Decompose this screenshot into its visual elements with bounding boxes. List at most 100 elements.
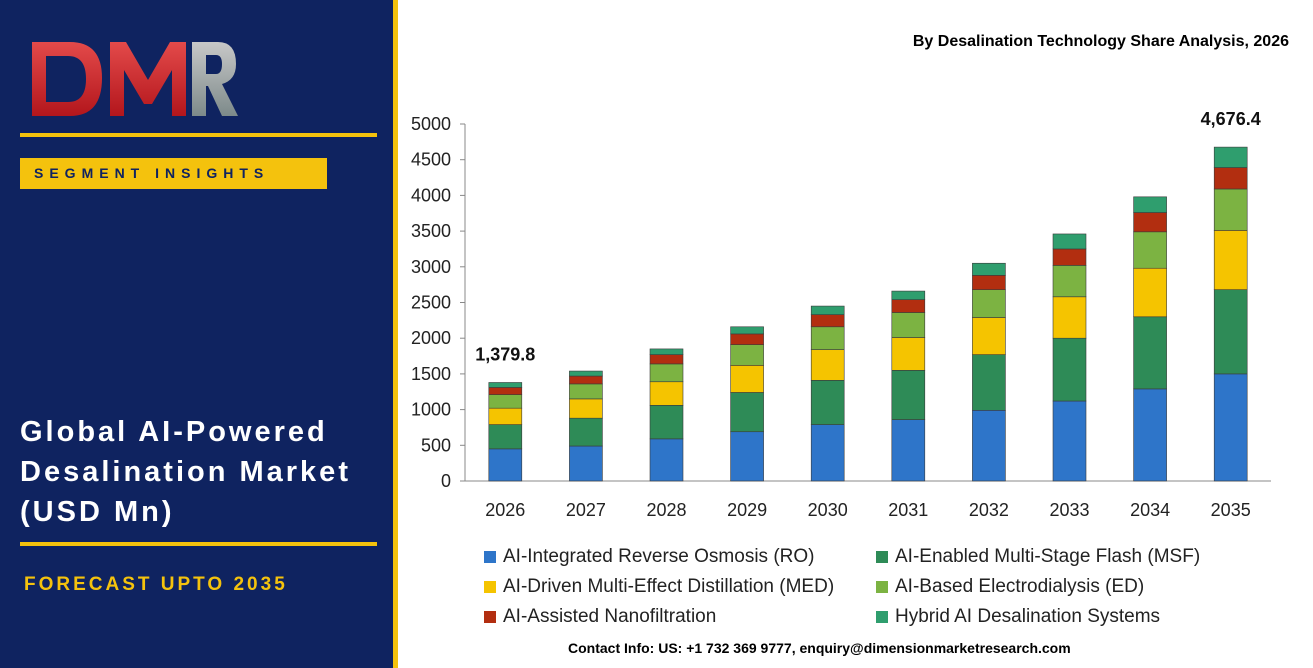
- bar-segment: [810, 326, 845, 350]
- data-label: 4,676.4: [1201, 109, 1261, 129]
- x-tick-label: 2029: [727, 500, 767, 520]
- bar-segment: [569, 445, 603, 482]
- x-tick-label: 2033: [1049, 500, 1089, 520]
- bar-segment: [810, 314, 845, 328]
- forecast-label: FORECAST UPTO 2035: [24, 574, 288, 595]
- bar-segment: [1052, 233, 1087, 250]
- bar-segment: [891, 337, 926, 371]
- x-tick-label: 2034: [1130, 500, 1170, 520]
- bar-segment: [1133, 388, 1167, 482]
- bar-segment: [891, 290, 926, 300]
- bar-segment: [649, 363, 684, 383]
- bar-segment: [1052, 248, 1087, 266]
- legend-swatch: [876, 551, 888, 563]
- bar-segment: [488, 407, 523, 425]
- y-tick-label: 4000: [411, 185, 451, 205]
- bar-segment: [488, 394, 523, 409]
- bar-segment: [569, 398, 603, 419]
- bar-segment: [972, 262, 1006, 276]
- bar-segment: [810, 305, 845, 315]
- top-accent-line: [20, 133, 377, 137]
- y-tick-label: 0: [441, 471, 451, 491]
- legend-item: AI-Integrated Reverse Osmosis (RO): [484, 546, 814, 568]
- x-tick-label: 2035: [1211, 500, 1251, 520]
- bar-segment: [810, 349, 845, 381]
- bar-segment: [649, 354, 684, 365]
- legend-swatch: [484, 611, 496, 623]
- legend-item: AI-Based Electrodialysis (ED): [876, 576, 1144, 598]
- bar-segment: [1133, 212, 1167, 233]
- market-title-line-1: Global AI-Powered: [20, 416, 328, 448]
- bar-segment: [569, 383, 603, 400]
- market-title: Global AI-Powered Desalination Market (U…: [20, 412, 390, 532]
- bar-segment: [569, 375, 603, 385]
- contact-info: Contact Info: US: +1 732 369 9777, enqui…: [568, 640, 1071, 656]
- dmr-logo: [32, 42, 238, 116]
- bar-segment: [730, 365, 764, 393]
- x-tick-label: 2027: [566, 500, 606, 520]
- bar-segment: [810, 380, 845, 425]
- bar-segment: [1133, 267, 1167, 318]
- bar-segment: [649, 405, 684, 440]
- bar-segment: [730, 326, 764, 335]
- market-title-line-3: (USD Mn): [20, 496, 175, 528]
- legend-swatch: [484, 581, 496, 593]
- legend-label: AI-Driven Multi-Effect Distillation (MED…: [503, 576, 835, 597]
- y-axis: 0 500 1000 1500 2000 2500 3000 3500 4000 4500 5000: [411, 114, 466, 491]
- y-tick-label: 5000: [411, 114, 451, 134]
- legend-label: AI-Enabled Multi-Stage Flash (MSF): [895, 546, 1201, 567]
- bar-segment: [972, 289, 1006, 318]
- bar-segment: [1133, 196, 1167, 213]
- y-tick-label: 4500: [411, 150, 451, 170]
- bar-segment: [1052, 337, 1087, 402]
- bar-segment: [1213, 230, 1248, 290]
- y-tick-label: 500: [421, 435, 451, 455]
- bar-segment: [1213, 146, 1248, 168]
- y-tick-label: 2500: [411, 293, 451, 313]
- bottom-accent-line: [20, 542, 377, 546]
- legend-item: AI-Enabled Multi-Stage Flash (MSF): [876, 546, 1200, 568]
- segment-insights-badge: SEGMENT INSIGHTS: [20, 158, 327, 189]
- x-tick-label: 2031: [888, 500, 928, 520]
- legend-label: AI-Based Electrodialysis (ED): [895, 576, 1145, 597]
- y-tick-label: 3500: [411, 221, 451, 241]
- bar-segment: [891, 312, 926, 338]
- bar-segment: [1052, 400, 1087, 482]
- bar-segment: [488, 448, 523, 482]
- legend-label: AI-Integrated Reverse Osmosis (RO): [503, 546, 815, 567]
- bar-segment: [488, 382, 523, 388]
- bar-segment: [1133, 231, 1167, 269]
- data-label: 1,379.8: [475, 344, 535, 364]
- y-tick-label: 1500: [411, 364, 451, 384]
- legend-swatch: [484, 551, 496, 563]
- bar-segment: [730, 333, 764, 345]
- bar-segment: [972, 275, 1006, 290]
- bar-segment: [1133, 316, 1167, 390]
- bar-segment: [649, 381, 684, 406]
- bar-segment: [730, 344, 764, 366]
- bar-segment: [891, 419, 926, 482]
- y-tick-label: 3000: [411, 257, 451, 277]
- legend-label: AI-Assisted Nanofiltration: [503, 606, 717, 627]
- legend-item: Hybrid AI Desalination Systems: [876, 606, 1160, 628]
- legend-swatch: [876, 611, 888, 623]
- bars: [488, 146, 1248, 482]
- bar-segment: [730, 392, 764, 433]
- market-title-line-2: Desalination Market: [20, 456, 351, 488]
- bar-segment: [1213, 188, 1248, 231]
- bar-segment: [1213, 289, 1248, 375]
- stacked-bar-chart: 0 500 1000 1500 2000 2500 3000 3500 4000 4500 5000…: [411, 109, 1271, 520]
- bar-segment: [1213, 167, 1248, 190]
- x-tick-label: 2030: [808, 500, 848, 520]
- x-tick-label: 2032: [969, 500, 1009, 520]
- x-tick-label: 2028: [646, 500, 686, 520]
- bar-segment: [972, 410, 1006, 482]
- bar-segment: [569, 417, 603, 447]
- y-tick-label: 1000: [411, 400, 451, 420]
- bar-segment: [649, 438, 684, 482]
- panel-divider: [393, 0, 398, 668]
- bar-segment: [488, 424, 523, 450]
- bar-segment: [891, 299, 926, 313]
- bar-segment: [730, 431, 764, 482]
- chart-title: By Desalination Technology Share Analysi…: [912, 33, 1289, 50]
